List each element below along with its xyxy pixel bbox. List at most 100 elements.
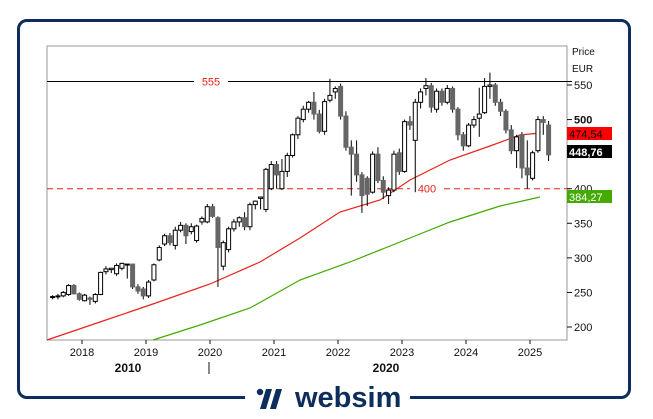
candle-up	[194, 225, 200, 242]
decade-label: 2020	[373, 361, 400, 375]
candle-up	[60, 291, 66, 297]
candle-up	[146, 281, 152, 297]
y-tick-label: 350	[574, 218, 592, 230]
candle-down	[375, 153, 381, 181]
candle-down	[210, 206, 216, 217]
candle-up	[412, 101, 418, 141]
candle-down	[460, 134, 466, 147]
level-label: 555	[202, 77, 220, 89]
x-tick-label: 2022	[326, 347, 350, 359]
price-tag-value: 448,76	[569, 147, 603, 159]
candle-up	[82, 294, 88, 302]
candle-down	[76, 293, 82, 300]
candle-up	[279, 170, 285, 190]
candle-up	[391, 153, 397, 191]
websim-logo: websim	[255, 380, 401, 416]
ma-red-line	[46, 132, 541, 341]
candle-up	[172, 229, 178, 246]
x-tick-label: 2019	[134, 347, 158, 359]
candle-down	[503, 110, 509, 131]
candle-down	[455, 108, 461, 136]
candle-up	[199, 217, 205, 223]
price-tags: 474,54 448,76 384,27	[567, 127, 612, 204]
candle-up	[284, 155, 290, 172]
candle-up	[236, 217, 242, 223]
candle-up	[423, 85, 429, 89]
candle-up	[268, 164, 274, 190]
candle-up	[66, 285, 72, 296]
candle-up	[370, 153, 376, 193]
candle-up	[332, 87, 338, 93]
candle-down	[524, 167, 530, 176]
candle-up	[108, 267, 114, 271]
candle-down	[311, 101, 317, 115]
x-tick-label: 2020	[198, 347, 222, 359]
x-tick-label: 2024	[454, 347, 478, 359]
candle-down	[135, 286, 141, 292]
candle-up	[386, 189, 392, 197]
candle-up	[263, 168, 269, 210]
y-tick-label: 200	[574, 322, 592, 334]
logo-gap	[245, 390, 410, 410]
candle-up	[247, 204, 253, 228]
x-tick-label: 2021	[262, 347, 286, 359]
candle-up	[98, 271, 104, 296]
candle-down	[87, 297, 93, 300]
candle-up	[252, 200, 258, 206]
candle-up	[220, 242, 226, 267]
candle-down	[540, 119, 546, 123]
candle-down	[316, 113, 322, 132]
candle-up	[204, 206, 210, 223]
candle-up	[114, 264, 120, 275]
candle-down	[407, 121, 413, 126]
candle-up	[124, 263, 130, 266]
candle-up	[295, 117, 301, 136]
candle-down	[71, 285, 77, 295]
y-tick-label: 300	[574, 253, 592, 265]
candle-down	[519, 134, 525, 169]
price-tag	[567, 127, 612, 140]
candle-up	[119, 262, 125, 269]
candle-down	[546, 124, 552, 156]
candle-down	[380, 179, 386, 193]
plot-area	[46, 45, 568, 341]
logo-text: websim	[295, 382, 402, 414]
candles	[50, 72, 552, 305]
candle-down	[215, 217, 221, 248]
candle-down	[343, 115, 349, 148]
candle-up	[471, 119, 477, 126]
candle-up	[151, 264, 157, 281]
candle-up	[162, 235, 168, 245]
price-tag	[567, 190, 612, 203]
candle-up	[535, 119, 541, 152]
x-tick-label: 2025	[518, 347, 542, 359]
price-tag-value: 384,27	[569, 192, 603, 204]
candle-down	[498, 101, 504, 112]
candle-up	[290, 134, 296, 157]
candle-down	[428, 85, 434, 108]
y-axis-title-currency: EUR	[572, 64, 593, 75]
candle-up	[476, 113, 482, 119]
candle-up	[466, 124, 472, 147]
horizontal-levels: 555 400	[47, 77, 572, 196]
candle-up	[258, 196, 264, 199]
candle-up	[92, 294, 98, 302]
candle-up	[231, 221, 237, 230]
candle-down	[167, 235, 173, 244]
candle-up	[322, 101, 328, 132]
candle-up	[55, 295, 61, 298]
y-tick-label: 550	[574, 80, 592, 92]
candle-down	[140, 288, 146, 297]
candle-up	[327, 94, 333, 101]
candle-down	[183, 224, 189, 237]
candle-down	[364, 177, 370, 195]
candle-up	[487, 84, 493, 87]
candle-up	[306, 101, 312, 110]
ma-green-line	[152, 196, 541, 341]
decade-label: 2010	[115, 361, 142, 375]
level-label: 400	[418, 184, 436, 196]
y-tick-label: 500	[574, 115, 592, 127]
price-tag	[567, 145, 612, 158]
